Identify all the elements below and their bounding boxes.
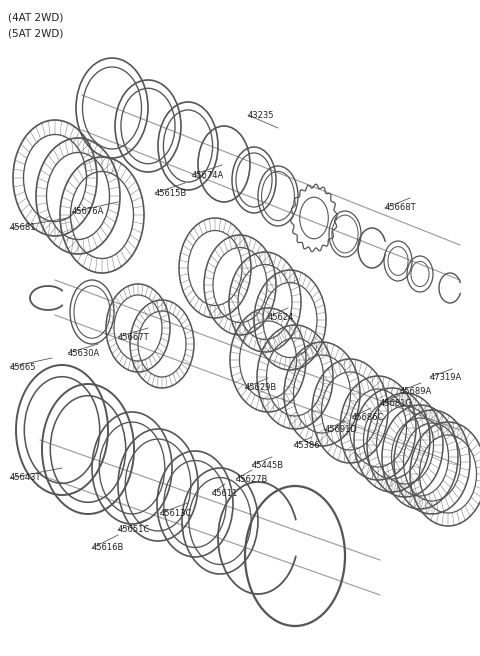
- Text: 43235: 43235: [248, 110, 275, 119]
- Text: 45613C: 45613C: [160, 508, 192, 518]
- Text: 45651C: 45651C: [118, 525, 150, 535]
- Text: 47319A: 47319A: [430, 373, 462, 382]
- Text: 45627B: 45627B: [236, 474, 268, 483]
- Text: 45630A: 45630A: [68, 348, 100, 358]
- Text: 45681: 45681: [10, 224, 36, 232]
- Text: 45629B: 45629B: [245, 384, 277, 392]
- Text: 45667T: 45667T: [118, 333, 150, 342]
- Text: 45691D: 45691D: [325, 426, 358, 434]
- Text: 45445B: 45445B: [252, 461, 284, 470]
- Text: (4AT 2WD): (4AT 2WD): [8, 12, 63, 22]
- Text: 45686C: 45686C: [352, 413, 384, 422]
- Text: 45681G: 45681G: [380, 398, 413, 407]
- Text: 45665: 45665: [10, 363, 36, 371]
- Text: 45386: 45386: [294, 440, 321, 449]
- Text: 45616B: 45616B: [92, 544, 124, 552]
- Text: 45643T: 45643T: [10, 474, 41, 483]
- Text: 45615B: 45615B: [155, 188, 187, 197]
- Text: 45668T: 45668T: [385, 203, 417, 213]
- Text: 45674A: 45674A: [192, 171, 224, 180]
- Text: (5AT 2WD): (5AT 2WD): [8, 28, 63, 38]
- Text: 45624: 45624: [268, 312, 294, 321]
- Text: 45611: 45611: [212, 489, 239, 497]
- Text: 45676A: 45676A: [72, 207, 104, 216]
- Text: 45689A: 45689A: [400, 386, 432, 396]
